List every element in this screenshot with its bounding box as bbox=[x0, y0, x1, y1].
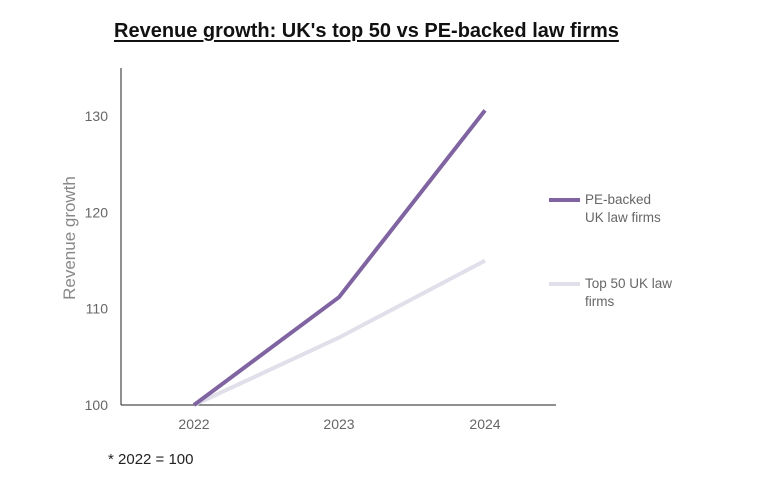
x-tick-label: 2024 bbox=[469, 416, 500, 432]
x-tick-label: 2023 bbox=[323, 416, 354, 432]
y-tick-label: 100 bbox=[85, 397, 109, 413]
y-tick-label: 120 bbox=[85, 204, 109, 220]
chart-title: Revenue growth: UK's top 50 vs PE-backed… bbox=[114, 20, 619, 42]
legend-label: UK law firms bbox=[585, 210, 661, 225]
y-axis-title: Revenue growth bbox=[60, 176, 79, 300]
y-tick-label: 130 bbox=[85, 108, 109, 124]
series-lines bbox=[192, 109, 487, 407]
y-tick-labels: 100 110 120 130 bbox=[85, 108, 109, 413]
series-line bbox=[193, 258, 486, 407]
series-line bbox=[192, 109, 487, 407]
footnote: * 2022 = 100 bbox=[108, 451, 194, 468]
x-tick-labels: 2022 2023 2024 bbox=[178, 416, 500, 432]
x-tick-label: 2022 bbox=[178, 416, 209, 432]
y-tick-label: 110 bbox=[86, 301, 109, 317]
legend-label: PE-backed bbox=[585, 192, 651, 207]
legend-label: Top 50 UK law bbox=[585, 276, 672, 291]
legend-label: firms bbox=[585, 294, 614, 309]
legend: PE-backed UK law firms Top 50 UK law firms bbox=[549, 192, 672, 309]
